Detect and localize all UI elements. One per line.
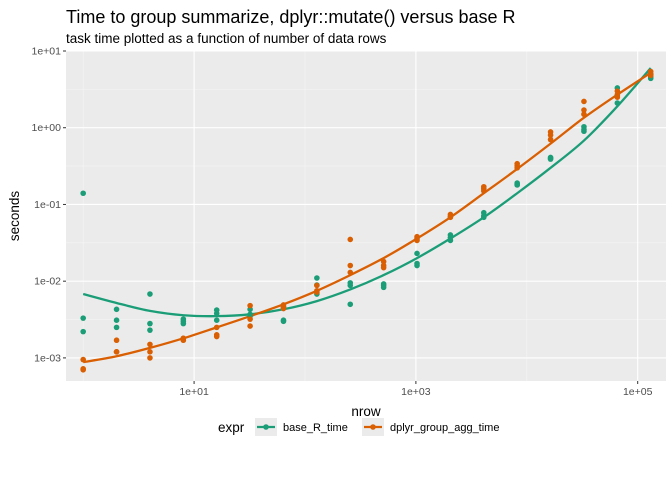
dplyr_group_agg_time-point: [647, 72, 654, 79]
dplyr_group_agg_time-point: [247, 302, 253, 309]
x-tick-label: 1e+01: [179, 386, 209, 398]
base_R_time-point: [113, 324, 120, 331]
base_R_time-point: [147, 327, 153, 333]
dplyr_group_agg_time-point: [180, 337, 187, 344]
base_R_time-point: [314, 275, 320, 281]
dplyr_group_agg_time-point: [147, 341, 153, 348]
dplyr_group_agg_time-point: [347, 269, 354, 276]
base_R_time-point: [447, 237, 454, 244]
base_R_time-point: [113, 306, 120, 313]
y-tick-label: 1e-03: [34, 352, 61, 364]
dplyr_group_agg_time-point: [247, 316, 253, 322]
dplyr_group_agg_time-point: [113, 337, 120, 344]
y-axis-title: seconds: [7, 191, 22, 242]
dplyr_group_agg_time-point: [147, 349, 153, 355]
base_R_time-point: [280, 318, 287, 325]
dplyr_group_agg_time-point: [213, 324, 220, 331]
base_R_time-point: [80, 328, 86, 335]
minor-gridlines: [66, 51, 666, 381]
dplyr_group_agg_time-point: [347, 262, 354, 269]
dplyr_group_agg_time-point: [447, 214, 454, 221]
dplyr_group_agg_time-point: [280, 305, 287, 312]
dplyr_group_agg_time-point: [581, 107, 587, 113]
dplyr_group_agg_time-point: [547, 136, 554, 143]
fit-curves: [82, 67, 652, 364]
legend-label-dplyr_group_agg_time: dplyr_group_agg_time: [390, 422, 499, 434]
base_R_time-point: [147, 291, 153, 297]
x-axis: 1e+01 1e+03 1e+05: [179, 381, 653, 398]
dplyr_group_agg_time-point: [514, 165, 520, 171]
major-gridlines: [66, 50, 666, 381]
base_R_time-point: [380, 284, 387, 291]
dplyr_group_agg_time-point: [547, 132, 554, 138]
dplyr_group_agg_time-point: [80, 366, 86, 373]
legend-key-point: [370, 424, 376, 430]
dplyr_group_agg_time-point: [581, 98, 587, 105]
dplyr_group_agg_time-point: [347, 236, 354, 243]
base_R_time-point: [180, 320, 187, 327]
base_R_time-point: [480, 214, 487, 221]
base_R_time-point: [414, 262, 420, 269]
dplyr_group_agg_time-point: [213, 333, 220, 340]
dplyr_group_agg_time-point: [314, 289, 320, 295]
base_R_time-point: [614, 100, 621, 106]
dplyr_group_agg_time-point: [480, 188, 487, 194]
base_R_time-point: [80, 315, 86, 321]
base_R_time-point: [581, 128, 587, 135]
x-tick-label: 1e+05: [623, 386, 653, 398]
dplyr_group_agg_time-point: [414, 237, 420, 244]
base_R_time-point: [147, 320, 153, 327]
base_R_time-point: [347, 301, 354, 308]
dplyr_group_agg_time-point: [247, 323, 253, 329]
base_R_time-point: [514, 182, 520, 188]
base_R_time-point: [213, 317, 220, 324]
dplyr_group_agg_time-point: [614, 94, 621, 100]
base_R_time-point: [213, 310, 220, 317]
dplyr_group_agg_time-point: [147, 355, 153, 361]
base_R_time-point: [414, 250, 420, 257]
y-tick-label: 1e+01: [32, 46, 62, 58]
plot-panel: [66, 51, 666, 381]
legend-key-point: [263, 424, 269, 430]
chart-title: Time to group summarize, dplyr::mutate()…: [66, 7, 515, 27]
base_R_time-fit-line: [82, 67, 652, 318]
dplyr_group_agg_time-point: [380, 258, 387, 265]
base_R_time-point: [547, 156, 554, 162]
dplyr_group_agg_time-point: [113, 349, 120, 355]
legend: expr base_R_time dplyr_group_agg_time: [218, 418, 499, 436]
chart-subtitle: task time plotted as a function of numbe…: [66, 31, 387, 46]
dplyr_group_agg_time-point: [314, 282, 320, 289]
y-tick-label: 1e-02: [34, 276, 61, 288]
y-tick-label: 1e+00: [32, 122, 62, 134]
y-axis: 1e-03 1e-02 1e-01 1e+00 1e+01: [32, 46, 66, 364]
data-points: [80, 68, 654, 373]
legend-title: expr: [218, 420, 245, 435]
dplyr_group_agg_time-point: [80, 356, 86, 363]
y-tick-label: 1e-01: [34, 199, 61, 211]
x-tick-label: 1e+03: [401, 386, 431, 398]
base_R_time-point: [113, 317, 120, 324]
base_R_time-point: [80, 190, 86, 197]
dplyr_group_agg_time-point: [380, 264, 387, 271]
dplyr_group_agg_time-fit-line: [82, 71, 652, 364]
base_R_time-point: [347, 282, 354, 289]
legend-label-base_R_time: base_R_time: [283, 422, 348, 434]
x-axis-title: nrow: [351, 404, 381, 419]
dplyr_group_agg_time-point: [581, 111, 587, 118]
